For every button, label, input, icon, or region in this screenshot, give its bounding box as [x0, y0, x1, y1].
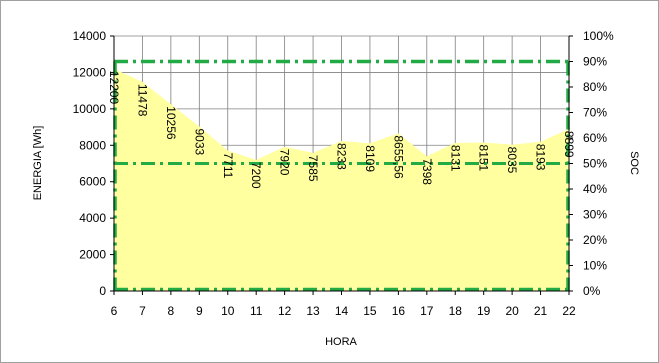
- x-tick-label: 21: [534, 304, 548, 318]
- data-label: 7585: [306, 155, 320, 182]
- data-label: 7920: [278, 149, 292, 176]
- y-tick-label: 12000: [73, 65, 107, 79]
- data-label: 7200: [249, 162, 263, 189]
- data-label: 8233: [335, 143, 349, 170]
- x-tick-label: 9: [196, 304, 203, 318]
- axis-layer: 6 7 8 9 10 11 12 13 14 15 16 17 18 19 20 21 22 0 2000 4000 6…: [73, 29, 614, 318]
- y2-tick-label: 40%: [583, 182, 607, 196]
- data-label: 8899: [562, 131, 576, 158]
- data-label: 12200: [107, 71, 121, 105]
- y-tick-label: 14000: [73, 29, 107, 43]
- x-axis-title: HORA: [325, 336, 357, 348]
- y2-tick-label: 0%: [583, 284, 601, 298]
- x-tick-label: 20: [505, 304, 519, 318]
- x-tick-label: 19: [477, 304, 491, 318]
- y2-tick-label: 50%: [583, 157, 607, 171]
- y2-tick-label: 70%: [583, 106, 607, 120]
- data-label: 8109: [363, 145, 377, 172]
- x-tick-label: 22: [562, 304, 576, 318]
- data-label: 8655,56: [391, 135, 405, 179]
- x-tick-label: 12: [278, 304, 292, 318]
- y-tick-label: 6000: [79, 175, 106, 189]
- x-tick-label: 11: [250, 304, 263, 318]
- x-tick-label: 18: [449, 304, 463, 318]
- y2-tick-label: 80%: [583, 80, 607, 94]
- y2-axis-title: SOC: [628, 151, 640, 175]
- y2-tick-label: 20%: [583, 233, 607, 247]
- reference-line-layer: [113, 59, 570, 292]
- y-tick-label: 10000: [73, 102, 107, 116]
- data-label: 8131: [448, 145, 462, 172]
- data-label: 7711: [221, 153, 235, 179]
- y-axis-title: ENERGIA [Wh]: [32, 126, 44, 201]
- x-tick-label: 16: [392, 304, 406, 318]
- y-tick-label: 0: [99, 284, 106, 298]
- x-tick-label: 13: [306, 304, 320, 318]
- data-label: 11478: [135, 84, 149, 117]
- y-tick-label: 4000: [79, 211, 106, 225]
- x-tick-label: 14: [335, 304, 349, 318]
- y2-tick-label: 30%: [583, 208, 607, 222]
- data-label: 8035: [505, 147, 519, 174]
- y-tick-label: 8000: [79, 138, 106, 152]
- x-tick-label: 15: [363, 304, 377, 318]
- y2-tick-label: 90%: [583, 55, 607, 69]
- y2-tick-label: 100%: [583, 29, 614, 43]
- x-tick-label: 6: [111, 304, 118, 318]
- data-label-layer: 12200 11478 10256 9033 7711 7200 7920 7585 8233 8…: [107, 71, 576, 189]
- y2-tick-label: 60%: [583, 131, 607, 145]
- data-label: 7398: [420, 158, 434, 185]
- data-label: 8193: [534, 144, 548, 171]
- data-label: 9033: [192, 128, 206, 155]
- y2-tick-label: 10%: [583, 259, 607, 273]
- x-tick-label: 8: [168, 304, 175, 318]
- x-tick-label: 17: [420, 304, 434, 318]
- data-label: 10256: [164, 106, 178, 140]
- x-tick-label: 10: [221, 304, 235, 318]
- data-label: 8151: [477, 145, 491, 172]
- y-tick-label: 2000: [79, 248, 106, 262]
- area-layer: [114, 68, 569, 292]
- energy-area-series: [114, 68, 569, 292]
- x-tick-label: 7: [139, 304, 146, 318]
